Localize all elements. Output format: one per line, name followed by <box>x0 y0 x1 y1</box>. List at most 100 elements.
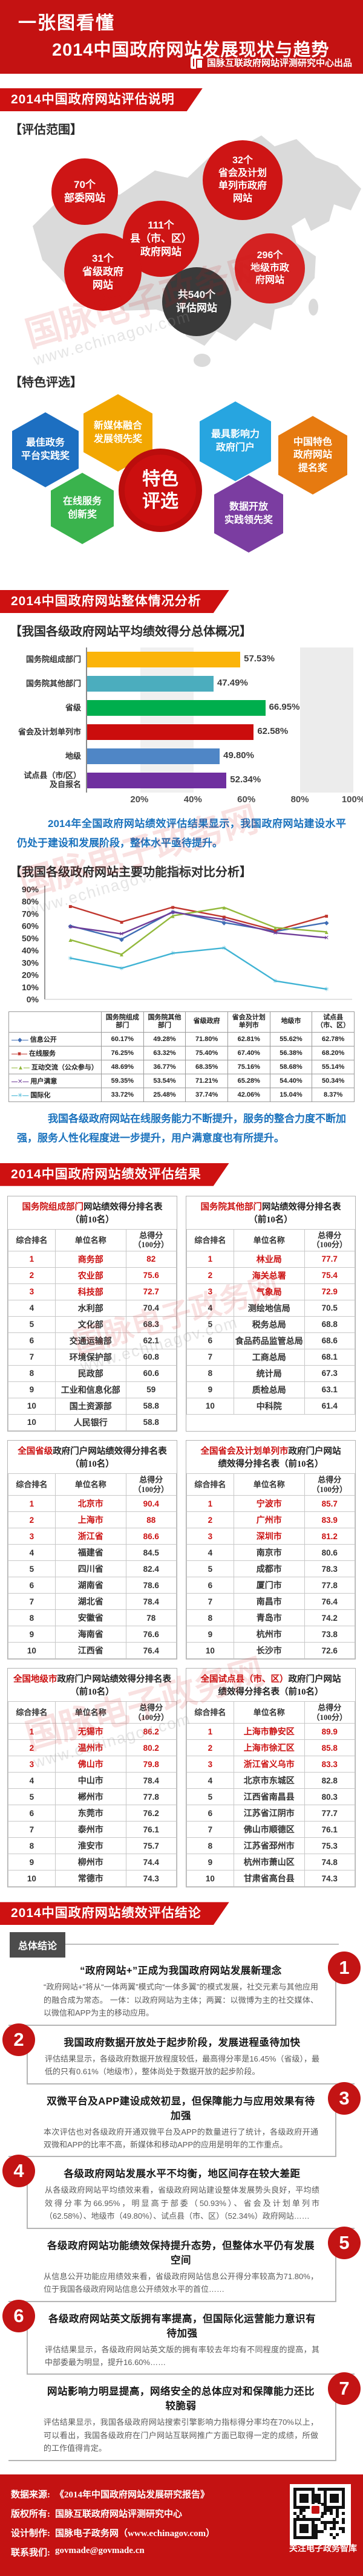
score-cell: 68.1 <box>304 1348 356 1366</box>
decorative-element: 全国省会及计划单列市 <box>200 1446 289 1456</box>
conclusion-item-7: 7 网站影响力明显提高，网络安全的总体应对和保障能力还比较脆弱 评估结果显示，我… <box>8 2372 361 2461</box>
table-row: 1 上海市静安区 89.9 <box>186 1723 356 1741</box>
conclusion-heading: 双微平台及APP建设成效初显，但保障能力与应用效果有待加强 <box>47 2095 315 2121</box>
rank-cell: 7 <box>8 1821 56 1838</box>
score-cell: 77.8 <box>125 1788 177 1806</box>
conclusion-number-3: 3 <box>328 2081 361 2115</box>
indicator-column-header: 省会及计划单列市 <box>227 1011 270 1033</box>
table-header-row: 综合排名 单位名称 总得分 （100分） <box>186 1473 356 1496</box>
bar-category-label: 地级 <box>65 751 81 761</box>
name-cell: 工商总局 <box>233 1348 305 1366</box>
name-cell: 甘肃省高台县 <box>233 1870 305 1887</box>
score-cell: 82.4 <box>125 1560 177 1578</box>
table-row: 7 泰州市 76.1 <box>8 1821 177 1838</box>
name-cell: 林业局 <box>233 1250 305 1268</box>
y-tick-label: 80% <box>22 897 39 906</box>
bar-category-label: 省会及计划单列市 <box>18 727 81 736</box>
data-point-marker: ✕ <box>170 909 175 916</box>
award-china-character: 中国特色 政府网站 提名奖 <box>278 416 347 495</box>
table-header-row: 综合排名 单位名称 总得分 （100分） <box>186 1701 356 1724</box>
bar <box>87 773 227 788</box>
table-row: 4 南京市 80.6 <box>186 1544 356 1562</box>
data-point-marker: ▲ <box>324 929 330 936</box>
footer-label: 数据来源: <box>11 2490 50 2500</box>
rank-cell: 2 <box>186 1267 234 1284</box>
conclusion-item-4: 4 各级政府网站发展水平不均衡，地区间存在较大差距 从各级政府网站平均绩效来看，… <box>2 2155 355 2229</box>
decorative-element: 综合排名 单位名称 总得分 （100分） 1 商务部 82 2 农业部 75.6 3 科技部 72.7… <box>8 1228 177 1431</box>
table-row: 7 佛山市顺德区 76.1 <box>186 1821 356 1838</box>
score-cell: 88 <box>125 1511 177 1529</box>
rank-cell: 9 <box>186 1626 234 1643</box>
bar-value-label: 62.58% <box>257 726 289 736</box>
table-row: 7 南昌市 76.4 <box>186 1593 356 1611</box>
score-cell: 81.2 <box>304 1528 356 1545</box>
column-header: 单位名称 <box>233 1473 305 1496</box>
score-cell: 76.2 <box>125 1805 177 1822</box>
indicator-value: 60.17% <box>101 1032 144 1047</box>
score-cell: 72.7 <box>125 1283 177 1300</box>
table-row: 5 四川省 82.4 <box>8 1560 177 1578</box>
table-row: 5 郴州市 77.8 <box>8 1788 177 1806</box>
name-cell: 四川省 <box>54 1560 126 1578</box>
footer-lines: 数据来源: 《2014年中国政府网站发展研究报告》 版权所有: 国脉互联政府网站… <box>11 2488 271 2558</box>
indicator-column-header: 省级政府 <box>185 1011 228 1033</box>
rank-cell: 2 <box>186 1511 234 1529</box>
data-point-marker: ◆ <box>273 929 278 935</box>
y-tick-label: 50% <box>22 933 39 942</box>
line-series-互动交流（公众参与） <box>70 906 327 955</box>
table-row: 6 厦门市 77.8 <box>186 1577 356 1594</box>
decorative-element <box>312 2505 319 2514</box>
bar-chart-title: 【我国各级政府网站平均绩效得分总体概况】 <box>10 625 252 638</box>
score-cell: 86.2 <box>125 1723 177 1741</box>
table-row: 10 长沙市 72.6 <box>186 1642 356 1659</box>
bar-row: 试点县（市/区） 及自报名 52.34% <box>10 768 353 793</box>
table-row: 9 杭州市 73.8 <box>186 1626 356 1643</box>
table-row: 4 水利部 70.4 <box>8 1299 177 1317</box>
name-cell: 广州市 <box>233 1511 305 1529</box>
rank-cell: 10 <box>8 1397 56 1415</box>
name-cell: 海关总署 <box>233 1267 305 1284</box>
score-cell: 59 <box>125 1381 177 1398</box>
guomai-logo-icon <box>190 56 203 69</box>
name-cell: 浙江省 <box>54 1528 126 1545</box>
y-tick-label: 20% <box>22 970 39 979</box>
name-cell: 南昌市 <box>233 1593 305 1611</box>
bar-value-label: 66.95% <box>269 702 300 712</box>
indicator-column-header: 试点县（市、区） <box>312 1011 355 1033</box>
name-cell: 环境保护部 <box>54 1348 126 1366</box>
name-cell: 温州市 <box>54 1739 126 1757</box>
footer-value: 《2014年中国政府网站发展研究报告》 <box>55 2490 210 2500</box>
table-row: 9 柳州市 74.4 <box>8 1854 177 1871</box>
rank-cell: 9 <box>186 1854 234 1871</box>
name-cell: 泰州市 <box>54 1821 126 1838</box>
table-row: 5 江西省南昌县 80.3 <box>186 1788 356 1806</box>
indicator-column-header: 地级市 <box>269 1011 313 1033</box>
table-row: 4 中山市 78.4 <box>8 1772 177 1789</box>
score-cell: 86.6 <box>125 1528 177 1545</box>
ranking-table: 全国地级市政府门户网站绩效得分排名表 （前10名） 综合排名 单位名称 总得分 （100… <box>7 1668 177 1888</box>
data-point-marker: ■ <box>68 903 72 910</box>
data-point-marker: ✳ <box>170 950 175 957</box>
table-row: 9 杭州市萧山区 74.8 <box>186 1854 356 1871</box>
decorative-element: 政府门户网站 <box>288 1675 341 1685</box>
score-cell: 75.4 <box>304 1267 356 1284</box>
rank-cell: 10 <box>186 1642 234 1659</box>
score-cell: 80.2 <box>125 1739 177 1757</box>
section-header-results: 2014中国政府网站绩效评估结果 <box>0 1163 229 1186</box>
name-cell: 杭州市 <box>233 1626 305 1643</box>
decorative-element <box>342 2535 345 2539</box>
score-cell: 70.4 <box>125 1299 177 1317</box>
decorative-element: 国务院其他部门 <box>200 1202 263 1212</box>
rank-cell: 6 <box>8 1332 56 1349</box>
rank-cell: 2 <box>186 1739 234 1757</box>
table-row: 5 文化部 68.3 <box>8 1316 177 1333</box>
bar-row: 省级 66.95% <box>10 696 353 720</box>
rank-cell: 8 <box>186 1364 234 1382</box>
rank-cell: 7 <box>8 1348 56 1366</box>
table-row: 3 深圳市 81.2 <box>186 1528 356 1545</box>
indicator-line-chart: 0% 10% 20% 30% 40% 50% 60% 70% 80% 90% ◆ ◆ ◆ ◆ ◆ ◆ ■ ■ ■ ■ ■… <box>4 883 359 1103</box>
bar <box>87 700 266 716</box>
indicator-value: 67.40% <box>227 1046 270 1061</box>
name-cell: 上海市静安区 <box>233 1723 305 1741</box>
indicator-row: —◆— 信息公开 60.17% 49.28% 71.80% 62.81% 55.62% 62.… <box>8 1032 355 1047</box>
